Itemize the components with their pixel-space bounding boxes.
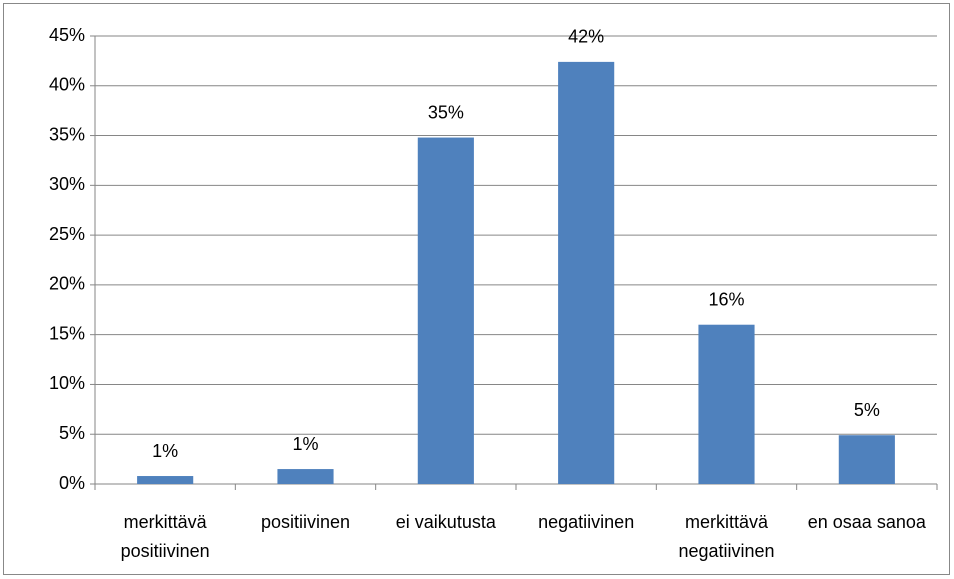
y-tick-label: 25% [49, 224, 85, 244]
bar [417, 137, 474, 484]
x-tick-label: positiivinen [260, 512, 351, 532]
y-tick-label: 20% [49, 274, 85, 294]
y-tick-label: 40% [49, 75, 85, 95]
x-tick-label: merkittävä negatiivinen [678, 512, 775, 561]
chart-frame [3, 3, 950, 575]
x-tick-label: ei vaikutusta [395, 512, 496, 532]
y-tick-label: 0% [59, 473, 85, 493]
y-tick-label: 5% [59, 423, 85, 443]
bar [558, 61, 615, 484]
x-tick-label: merkittävä positiivinen [120, 512, 210, 561]
x-tick-label: negatiivinen [538, 512, 635, 532]
x-tick-label: en osaa sanoa [807, 512, 926, 532]
y-tick-label: 30% [49, 174, 85, 194]
y-tick-label: 15% [49, 323, 85, 343]
bar [137, 476, 194, 484]
data-label: 1% [152, 441, 178, 461]
data-label: 1% [292, 434, 318, 454]
data-label: 42% [568, 27, 604, 47]
data-label: 35% [428, 102, 464, 122]
bar [698, 324, 755, 484]
y-tick-label: 35% [49, 124, 85, 144]
data-label: 5% [854, 400, 880, 420]
y-tick-label: 10% [49, 373, 85, 393]
bar [838, 435, 895, 484]
y-tick-label: 45% [49, 25, 85, 45]
bar [277, 469, 334, 484]
data-label: 16% [708, 289, 744, 309]
